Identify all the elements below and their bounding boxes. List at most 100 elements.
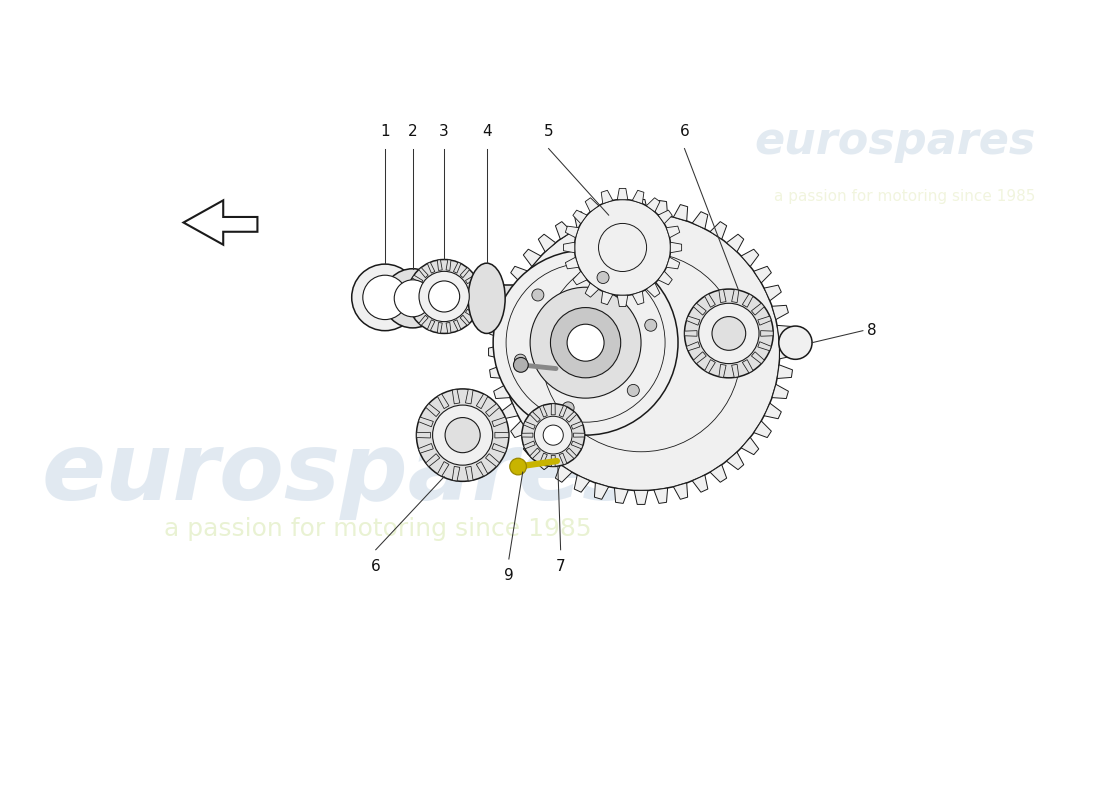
Polygon shape <box>777 365 792 378</box>
Polygon shape <box>408 285 419 291</box>
Polygon shape <box>653 488 668 503</box>
Circle shape <box>417 389 509 482</box>
Polygon shape <box>476 462 487 476</box>
Polygon shape <box>469 302 480 308</box>
Polygon shape <box>670 242 682 253</box>
Polygon shape <box>751 352 764 364</box>
Polygon shape <box>565 258 579 269</box>
Polygon shape <box>184 200 257 245</box>
Polygon shape <box>417 432 430 438</box>
Polygon shape <box>500 403 518 418</box>
Polygon shape <box>573 210 587 224</box>
Polygon shape <box>653 201 668 216</box>
Polygon shape <box>566 448 576 458</box>
Polygon shape <box>602 190 613 204</box>
Polygon shape <box>453 262 461 273</box>
Text: 9: 9 <box>504 568 514 583</box>
Polygon shape <box>465 310 476 318</box>
Polygon shape <box>726 452 744 470</box>
Circle shape <box>597 271 609 283</box>
Ellipse shape <box>469 263 505 334</box>
Polygon shape <box>732 290 739 302</box>
Polygon shape <box>469 285 480 291</box>
Circle shape <box>530 287 641 398</box>
Circle shape <box>779 326 812 359</box>
Circle shape <box>383 269 442 328</box>
Polygon shape <box>617 295 628 306</box>
Circle shape <box>419 271 470 322</box>
Polygon shape <box>780 345 793 359</box>
Polygon shape <box>741 250 759 266</box>
Polygon shape <box>705 294 715 307</box>
Polygon shape <box>465 466 473 481</box>
Polygon shape <box>658 271 672 285</box>
Text: eurospares: eurospares <box>42 428 639 520</box>
Polygon shape <box>488 345 503 359</box>
Polygon shape <box>686 342 700 350</box>
Polygon shape <box>438 322 442 334</box>
Text: 7: 7 <box>556 559 565 574</box>
Polygon shape <box>408 302 419 308</box>
Circle shape <box>493 250 678 435</box>
Polygon shape <box>438 462 449 476</box>
Polygon shape <box>492 417 507 426</box>
Polygon shape <box>446 260 451 270</box>
Text: 5: 5 <box>543 125 553 139</box>
Polygon shape <box>452 390 460 404</box>
Polygon shape <box>490 326 505 339</box>
Polygon shape <box>446 322 451 334</box>
Polygon shape <box>764 403 781 418</box>
Polygon shape <box>530 448 540 458</box>
Polygon shape <box>658 210 672 224</box>
Polygon shape <box>556 222 572 239</box>
Polygon shape <box>418 443 433 453</box>
Polygon shape <box>726 234 744 252</box>
Polygon shape <box>574 475 590 492</box>
Polygon shape <box>719 364 726 378</box>
Polygon shape <box>585 283 598 297</box>
Polygon shape <box>741 438 759 454</box>
Polygon shape <box>438 394 449 409</box>
Text: a passion for motoring since 1985: a passion for motoring since 1985 <box>164 518 592 542</box>
Polygon shape <box>563 242 575 253</box>
Circle shape <box>432 405 493 465</box>
Circle shape <box>532 289 543 301</box>
Polygon shape <box>772 384 789 398</box>
Polygon shape <box>556 465 572 482</box>
Text: 4: 4 <box>482 125 492 139</box>
Polygon shape <box>647 198 660 212</box>
Polygon shape <box>754 421 771 438</box>
Polygon shape <box>524 438 541 454</box>
Polygon shape <box>419 267 428 278</box>
Circle shape <box>515 354 527 366</box>
Polygon shape <box>418 417 433 426</box>
Polygon shape <box>500 285 518 301</box>
Polygon shape <box>634 199 648 214</box>
Circle shape <box>712 317 746 350</box>
Polygon shape <box>438 260 442 270</box>
Polygon shape <box>711 222 727 239</box>
Circle shape <box>394 280 431 317</box>
Polygon shape <box>647 283 660 297</box>
Polygon shape <box>524 441 536 449</box>
Polygon shape <box>465 275 476 284</box>
Circle shape <box>363 275 407 319</box>
Polygon shape <box>692 212 707 229</box>
Text: 1: 1 <box>381 125 389 139</box>
Polygon shape <box>476 394 487 409</box>
Circle shape <box>446 418 481 453</box>
Polygon shape <box>719 290 726 302</box>
Circle shape <box>645 319 657 331</box>
Polygon shape <box>615 201 628 216</box>
Circle shape <box>627 384 639 397</box>
Polygon shape <box>761 330 773 336</box>
Polygon shape <box>615 488 628 503</box>
Circle shape <box>352 264 418 330</box>
Polygon shape <box>617 189 628 200</box>
Polygon shape <box>705 360 715 373</box>
Polygon shape <box>667 258 680 269</box>
Polygon shape <box>559 453 566 465</box>
Polygon shape <box>539 406 548 417</box>
Polygon shape <box>772 306 789 319</box>
Polygon shape <box>471 294 481 298</box>
